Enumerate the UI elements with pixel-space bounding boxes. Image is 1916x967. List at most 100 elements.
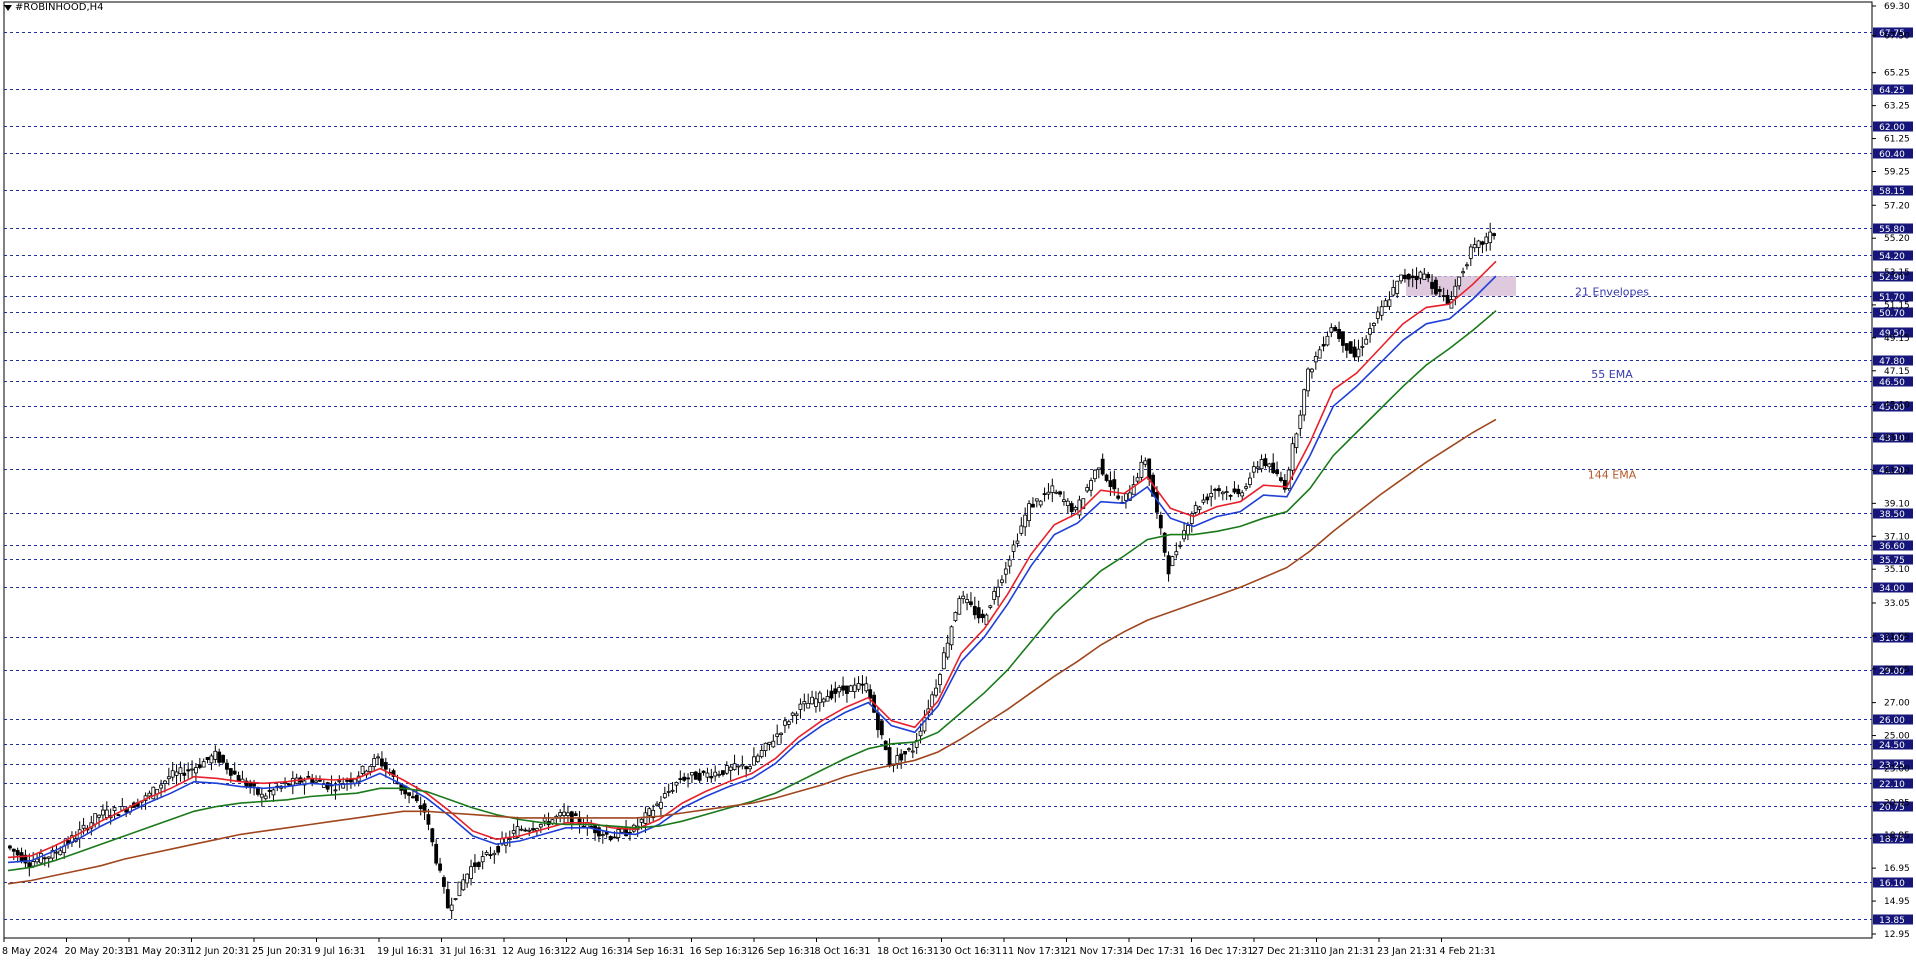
- level-label-bg: [1873, 464, 1913, 475]
- candle-body: [864, 683, 869, 692]
- candle-body: [895, 755, 900, 764]
- candle-body: [101, 809, 105, 816]
- candle-body: [445, 889, 450, 909]
- level-label-bg: [1873, 508, 1913, 519]
- candle-body: [469, 866, 473, 879]
- candle-body: [798, 703, 803, 710]
- candle-body: [1418, 271, 1423, 279]
- x-tick-label: 8 May 2024: [2, 946, 58, 957]
- candle-body: [1321, 344, 1326, 347]
- candle-body: [383, 762, 388, 770]
- candle-body: [271, 789, 276, 796]
- candle-body: [1015, 540, 1020, 544]
- level-label: 31.00: [1879, 634, 1905, 644]
- level-label-bg: [1873, 121, 1913, 132]
- candle-body: [163, 780, 167, 784]
- level-label: 26.00: [1879, 716, 1905, 726]
- candle-body: [752, 756, 756, 766]
- candle-body: [821, 698, 826, 703]
- x-tick-label: 31 May 20:31: [127, 946, 192, 957]
- candle-body: [1213, 488, 1217, 491]
- candle-body: [538, 823, 543, 828]
- candle-body: [8, 845, 12, 849]
- candle-body: [701, 770, 706, 773]
- candle-body: [1375, 311, 1380, 319]
- candle-body: [1003, 568, 1008, 575]
- candle-body: [1329, 327, 1334, 333]
- y-tick-label: 18.95: [1884, 831, 1910, 841]
- candle-body: [1360, 345, 1365, 348]
- candle-body: [507, 838, 512, 840]
- candle-body: [1294, 433, 1299, 448]
- series-line: [7, 260, 1497, 859]
- candle-body: [368, 765, 373, 772]
- candle-body: [1042, 493, 1047, 496]
- candle-body: [166, 776, 171, 780]
- candle-body: [1034, 498, 1039, 502]
- candle-body: [899, 753, 904, 761]
- candle-body: [817, 692, 822, 704]
- candle-body: [221, 754, 225, 763]
- candle-body: [860, 683, 865, 686]
- candle-body: [476, 862, 481, 868]
- dropdown-triangle-icon[interactable]: [4, 4, 12, 11]
- candle-body: [969, 601, 973, 606]
- candle-body: [693, 771, 698, 780]
- candle-body: [1224, 491, 1229, 493]
- candle-body: [566, 812, 570, 817]
- x-tick-label: 31 Jul 16:31: [440, 946, 497, 957]
- y-tick-label: 41.10: [1884, 466, 1910, 476]
- candle-body: [1372, 322, 1376, 327]
- candle-body: [790, 712, 795, 716]
- candle-body: [1193, 505, 1198, 513]
- candle-body: [976, 607, 981, 619]
- candle-body: [527, 829, 532, 832]
- candle-body: [124, 809, 129, 813]
- candle-body: [1279, 477, 1283, 481]
- candle-body: [337, 780, 342, 783]
- candle-body: [1240, 492, 1245, 497]
- level-label: 54.20: [1879, 252, 1905, 262]
- level-label-bg: [1873, 355, 1913, 366]
- level-label: 41.20: [1879, 466, 1905, 476]
- candle-body: [407, 792, 411, 796]
- candle-body: [1368, 328, 1372, 335]
- candle-body: [287, 783, 291, 786]
- chart-title-text: #ROBINHOOD,H4: [15, 2, 104, 13]
- candle-body: [1325, 335, 1330, 346]
- candle-body: [1031, 503, 1035, 508]
- candle-body: [1065, 500, 1070, 506]
- candle-body: [112, 807, 117, 811]
- candle-body: [1232, 488, 1237, 493]
- annotation-label: 144 EMA: [1588, 468, 1637, 481]
- candle-body: [457, 881, 462, 897]
- candle-body: [465, 873, 470, 884]
- candle-body: [1391, 287, 1396, 296]
- candle-body: [608, 836, 613, 841]
- candle-body: [1116, 495, 1121, 499]
- candle-body: [639, 818, 644, 823]
- candle-body: [23, 854, 28, 864]
- candle-body: [918, 730, 923, 737]
- candle-body: [318, 779, 322, 782]
- y-tick-label: 29.05: [1884, 665, 1910, 675]
- candle-body: [829, 690, 834, 699]
- candle-body: [934, 687, 938, 696]
- chart-title: #ROBINHOOD,H4: [4, 2, 104, 13]
- candle-body: [879, 720, 884, 736]
- candle-body: [1395, 280, 1400, 294]
- y-tick-label: 20.95: [1884, 798, 1910, 808]
- candle-body: [833, 688, 838, 694]
- level-label: 52.90: [1879, 273, 1905, 283]
- y-tick-label: 55.20: [1884, 234, 1910, 244]
- level-label: 47.80: [1879, 357, 1905, 367]
- candle-body: [178, 767, 183, 774]
- level-label-bg: [1873, 27, 1913, 38]
- candle-body: [1465, 264, 1469, 267]
- candle-body: [1476, 240, 1481, 248]
- x-tick-label: 4 Dec 17:31: [1127, 946, 1185, 957]
- candle-body: [748, 766, 752, 770]
- candle-body: [302, 780, 307, 786]
